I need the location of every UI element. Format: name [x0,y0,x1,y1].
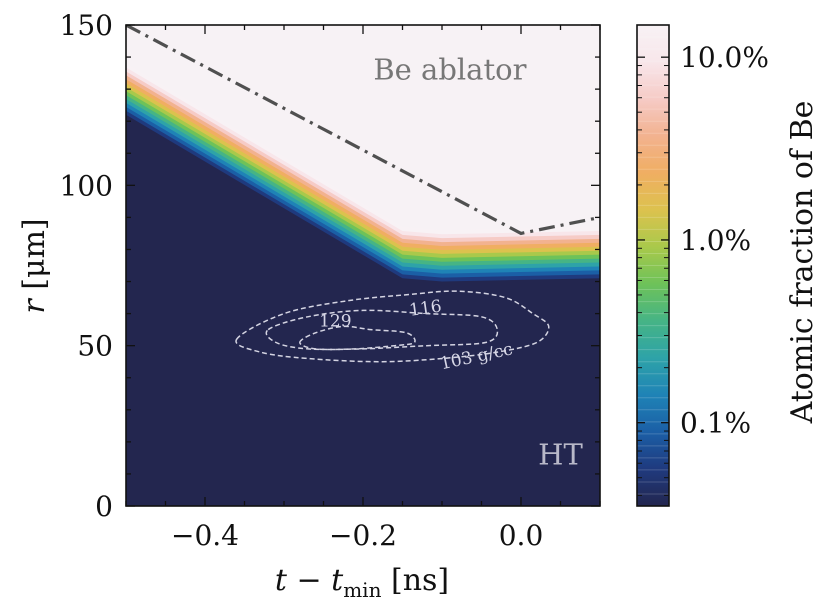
y-tick-labels: 0 50 100 150 [60,9,113,523]
contour-label-116: 116 [408,296,443,320]
mixing-layer [126,63,600,506]
shell-dashdot-line [126,25,600,236]
colorbar-frame [636,24,670,507]
contour-label-129: 129 [319,311,351,331]
contour-129 [299,325,416,351]
contour-116 [265,309,499,351]
contour-103 [235,290,550,363]
region-label-ht: HT [538,437,583,471]
axis-ticks [125,24,601,507]
density-contours [235,290,550,363]
x-tick-label: 0.0 [499,519,544,552]
colorbar-tick-label: 10.0% [680,41,769,74]
y-tick-label: 100 [60,169,113,202]
colorbar: 0.1% 1.0% 10.0% Atomic fraction of Be [636,24,820,507]
colorbar-band-lines [637,36,669,495]
x-tick-label: −0.4 [171,519,239,552]
y-tick-label: 0 [95,490,113,523]
y-tick-label: 50 [77,330,113,363]
colorbar-tick-label: 0.1% [680,407,751,440]
y-axis-label: r [μm] [17,218,52,313]
x-axis-label: t − tmin [ns] [275,563,449,602]
x-tick-labels: −0.4 −0.2 0.0 [171,519,543,552]
colorbar-label: Atomic fraction of Be [785,101,820,425]
colorbar-ticks [637,56,669,496]
colorbar-tick-label: 1.0% [680,224,751,257]
y-tick-label: 150 [60,9,113,42]
x-tick-label: −0.2 [329,519,397,552]
colorbar-gradient [637,25,669,506]
region-label-be-ablator: Be ablator [373,53,526,87]
